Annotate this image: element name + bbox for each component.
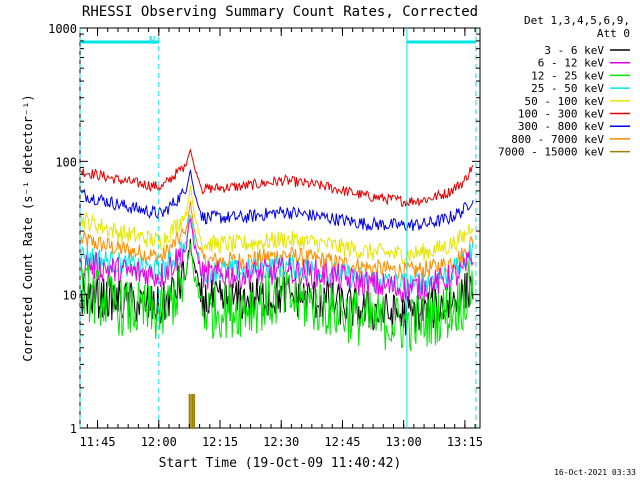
legend-label: 12 - 25 keV [531,69,604,82]
legend-label: 7000 - 15000 keV [498,146,604,159]
legend-label: 25 - 50 keV [531,82,604,95]
legend-label: 100 - 300 keV [518,108,604,121]
x-tick-label: 11:45 [79,435,115,449]
night-marker-label: N [149,34,156,47]
y-tick-label: 100 [55,155,77,169]
series-line [80,217,474,303]
x-tick-label: 13:15 [447,435,483,449]
y-axis: 1 10 100 1000 [48,22,480,436]
legend-label: 50 - 100 keV [525,95,605,108]
legend-label: 800 - 7000 keV [511,133,604,146]
y-tick-label: 1000 [48,22,77,36]
x-tick-label: 13:00 [386,435,422,449]
series-line [80,147,474,207]
y-tick-label: 10 [63,289,77,303]
chart-title: RHESSI Observing Summary Count Rates, Co… [82,4,478,20]
legend-label: 3 - 6 keV [544,44,604,57]
series-line [80,214,474,296]
legend-title-line2: Att 0 [597,27,630,40]
legend-title-line1: Det 1,3,4,5,6,9, [524,14,630,27]
timestamp: 16-Oct-2021 03:33 [554,468,636,477]
series-line [80,185,474,265]
legend-label: 300 - 800 keV [518,120,604,133]
x-axis: 11:45 12:00 12:15 12:30 12:45 13:00 13:15 [79,28,483,449]
x-tick-label: 12:30 [263,435,299,449]
series-line [80,201,474,282]
x-tick-label: 12:15 [202,435,238,449]
marker-layer [79,28,477,428]
series-line [80,243,474,352]
series-layer [80,147,474,428]
y-tick-label: 1 [70,422,77,436]
x-tick-label: 12:45 [324,435,360,449]
legend-label: 6 - 12 keV [538,57,605,70]
x-axis-label: Start Time (19-Oct-09 11:40:42) [159,456,402,471]
y-axis-label: Corrected Count Rate (s⁻¹ detector⁻¹) [21,94,35,361]
series-line [80,238,474,336]
series-line [80,169,474,232]
x-tick-label: 12:00 [141,435,177,449]
plot-frame [79,27,481,429]
